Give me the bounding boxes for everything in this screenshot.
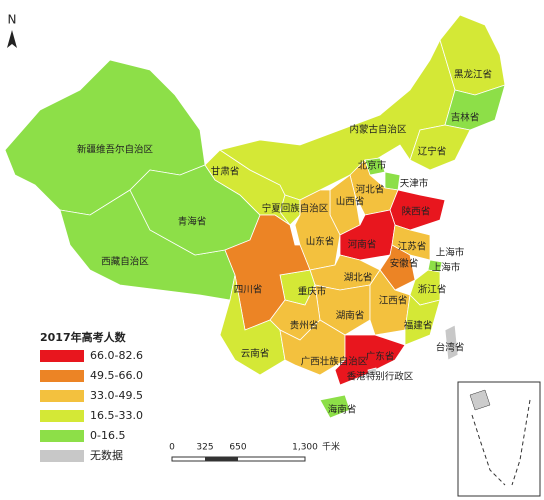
region-label: 贵州省 <box>290 320 319 332</box>
region-label: 青海省 <box>178 216 207 228</box>
legend-label: 49.5-66.0 <box>90 369 143 382</box>
region <box>334 334 406 386</box>
region-label: 上海市 <box>432 262 461 274</box>
region-label: 广东省 <box>366 351 395 363</box>
inset <box>457 381 541 497</box>
region <box>384 171 401 191</box>
region <box>409 124 471 171</box>
region-label: 四川省 <box>234 284 263 296</box>
region-label: 宁夏回族自治区 <box>262 203 329 215</box>
scale-label: 650 <box>229 443 246 453</box>
region <box>444 324 459 361</box>
region-label: 江苏省 <box>398 241 427 253</box>
region-label: 山东省 <box>306 236 335 248</box>
scale-bar-fill <box>205 457 238 461</box>
regions <box>4 14 506 419</box>
region <box>319 394 351 419</box>
region-label: 重庆市 <box>298 286 327 298</box>
legend-swatch <box>40 430 84 442</box>
region-label: 内蒙古自治区 <box>349 124 407 136</box>
region-label: 山西省 <box>336 196 365 208</box>
region-label: 广西壮族自治区 <box>301 356 368 368</box>
legend-swatch <box>40 410 84 422</box>
region-label: 上海市 <box>436 247 465 259</box>
north-label: N <box>8 13 17 27</box>
region-label: 江西省 <box>379 295 408 307</box>
north-arrow: N <box>7 13 17 48</box>
region-label: 海南省 <box>328 404 357 416</box>
region-label: 福建省 <box>404 320 433 332</box>
region-label: 湖北省 <box>344 272 373 284</box>
inset-boundary <box>471 399 531 486</box>
legend-label: 66.0-82.6 <box>90 349 143 362</box>
region-label: 云南省 <box>241 348 270 360</box>
legend-label: 33.0-49.5 <box>90 389 143 402</box>
region <box>367 367 378 377</box>
region <box>279 194 301 226</box>
legend-label: 16.5-33.0 <box>90 409 143 422</box>
legend-swatch <box>40 370 84 382</box>
legend-swatch <box>40 450 84 462</box>
region-label: 北京市 <box>358 160 387 172</box>
scale-bar-frame <box>171 456 306 462</box>
region-label: 浙江省 <box>418 284 447 296</box>
region-label: 安徽省 <box>390 258 419 270</box>
region <box>404 294 441 346</box>
legend-label: 无数据 <box>90 448 123 462</box>
region-label: 黑龙江省 <box>454 69 492 81</box>
region-label: 辽宁省 <box>418 146 447 158</box>
legend: 2017年高考人数 66.0-82.6 49.5-66.0 33.0-49.5 16.… <box>40 330 143 462</box>
region-label: 台湾省 <box>436 342 465 354</box>
inset-frame <box>457 381 541 497</box>
legend-label: 0-16.5 <box>90 429 125 442</box>
legend-swatch <box>40 390 84 402</box>
region-label: 天津市 <box>400 178 429 190</box>
legend-swatch <box>40 350 84 362</box>
inset-land <box>469 389 491 411</box>
scale-label: 1,300 <box>292 443 318 453</box>
region-label: 西藏自治区 <box>101 256 149 268</box>
scale-label: 325 <box>196 443 213 453</box>
scale-bar: 0 325 650 1,300 千米 <box>169 441 340 462</box>
region-label: 甘肃省 <box>211 166 240 178</box>
north-arrow-icon <box>7 30 17 48</box>
region-label: 河北省 <box>356 184 385 196</box>
scale-label: 千米 <box>322 441 340 453</box>
region-label: 香港特别行政区 <box>347 371 414 383</box>
region-label: 河南省 <box>348 239 377 251</box>
region-label: 陕西省 <box>402 206 431 218</box>
legend-title: 2017年高考人数 <box>40 330 127 344</box>
scale-label: 0 <box>169 443 175 453</box>
region-label: 新疆维吾尔自治区 <box>77 144 154 156</box>
region-label: 湖南省 <box>336 310 365 322</box>
region-label: 吉林省 <box>451 112 480 124</box>
